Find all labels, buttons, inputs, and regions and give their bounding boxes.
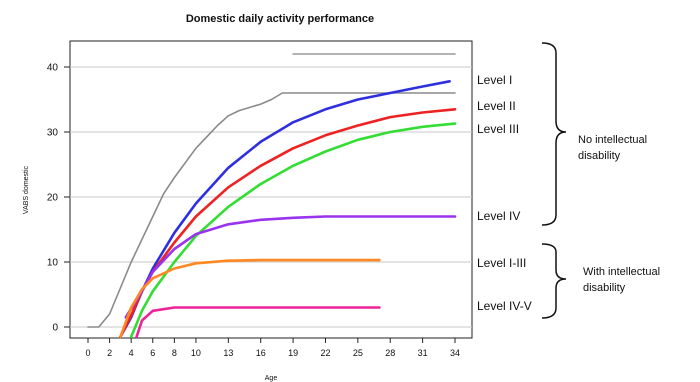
x-tick-label-4: 8 <box>172 348 177 358</box>
group-label-1-line2: disability <box>578 150 621 162</box>
y-tick-label-0: 0 <box>52 323 58 334</box>
x-tick-label-9: 22 <box>320 348 330 358</box>
x-tick-label-12: 31 <box>418 348 428 358</box>
level-label-3: Level III <box>477 122 519 136</box>
x-axis: 0 2 4 6 8 10 13 16 19 22 25 28 31 34 <box>85 338 460 358</box>
level-label-6: Level IV-V <box>477 299 532 313</box>
x-tick-label-13: 34 <box>450 348 460 358</box>
y-axis: 0 10 20 30 40 <box>47 63 70 334</box>
level-label-5: Level I-III <box>477 256 526 270</box>
x-axis-label: Age <box>265 375 278 382</box>
brace-with-intellectual-disability <box>541 243 567 319</box>
series-line-2 <box>119 80 451 339</box>
level-label-4: Level IV <box>477 209 520 223</box>
series-group <box>87 53 457 339</box>
series-line-6 <box>119 258 381 339</box>
level-label-2: Level II <box>477 99 516 113</box>
level-label-1: Level I <box>477 73 512 87</box>
x-tick-label-0: 0 <box>85 348 90 358</box>
series-line-7 <box>135 306 381 339</box>
grid <box>70 66 472 328</box>
y-tick-label-4: 40 <box>47 63 59 74</box>
x-tick-label-10: 25 <box>353 348 363 358</box>
x-tick-label-1: 2 <box>107 348 112 358</box>
level-labels: Level I Level II Level III Level IV Leve… <box>477 73 532 313</box>
y-tick-label-2: 20 <box>47 193 59 204</box>
plot-frame <box>69 40 473 339</box>
series-line-5 <box>124 215 457 319</box>
x-tick-label-5: 10 <box>191 348 201 358</box>
x-tick-label-8: 19 <box>288 348 298 358</box>
x-tick-label-11: 28 <box>385 348 395 358</box>
group-label-2-line1: With intellectual <box>583 266 660 278</box>
x-tick-label-2: 4 <box>129 348 134 358</box>
y-tick-label-3: 30 <box>47 128 59 139</box>
chart-title: Domestic daily activity performance <box>186 13 374 25</box>
y-axis-label: VABS domestic <box>23 165 30 214</box>
x-tick-label-3: 6 <box>150 348 155 358</box>
series-line-3 <box>119 108 457 339</box>
series-line-0 <box>87 92 456 328</box>
x-tick-label-6: 13 <box>223 348 233 358</box>
group-label-2-line2: disability <box>583 282 626 294</box>
group-label-1-line1: No intellectual <box>578 134 647 146</box>
brace-no-intellectual-disability <box>541 42 567 226</box>
series-line-4 <box>129 122 457 339</box>
y-tick-label-1: 10 <box>47 258 59 269</box>
x-tick-label-7: 16 <box>256 348 266 358</box>
